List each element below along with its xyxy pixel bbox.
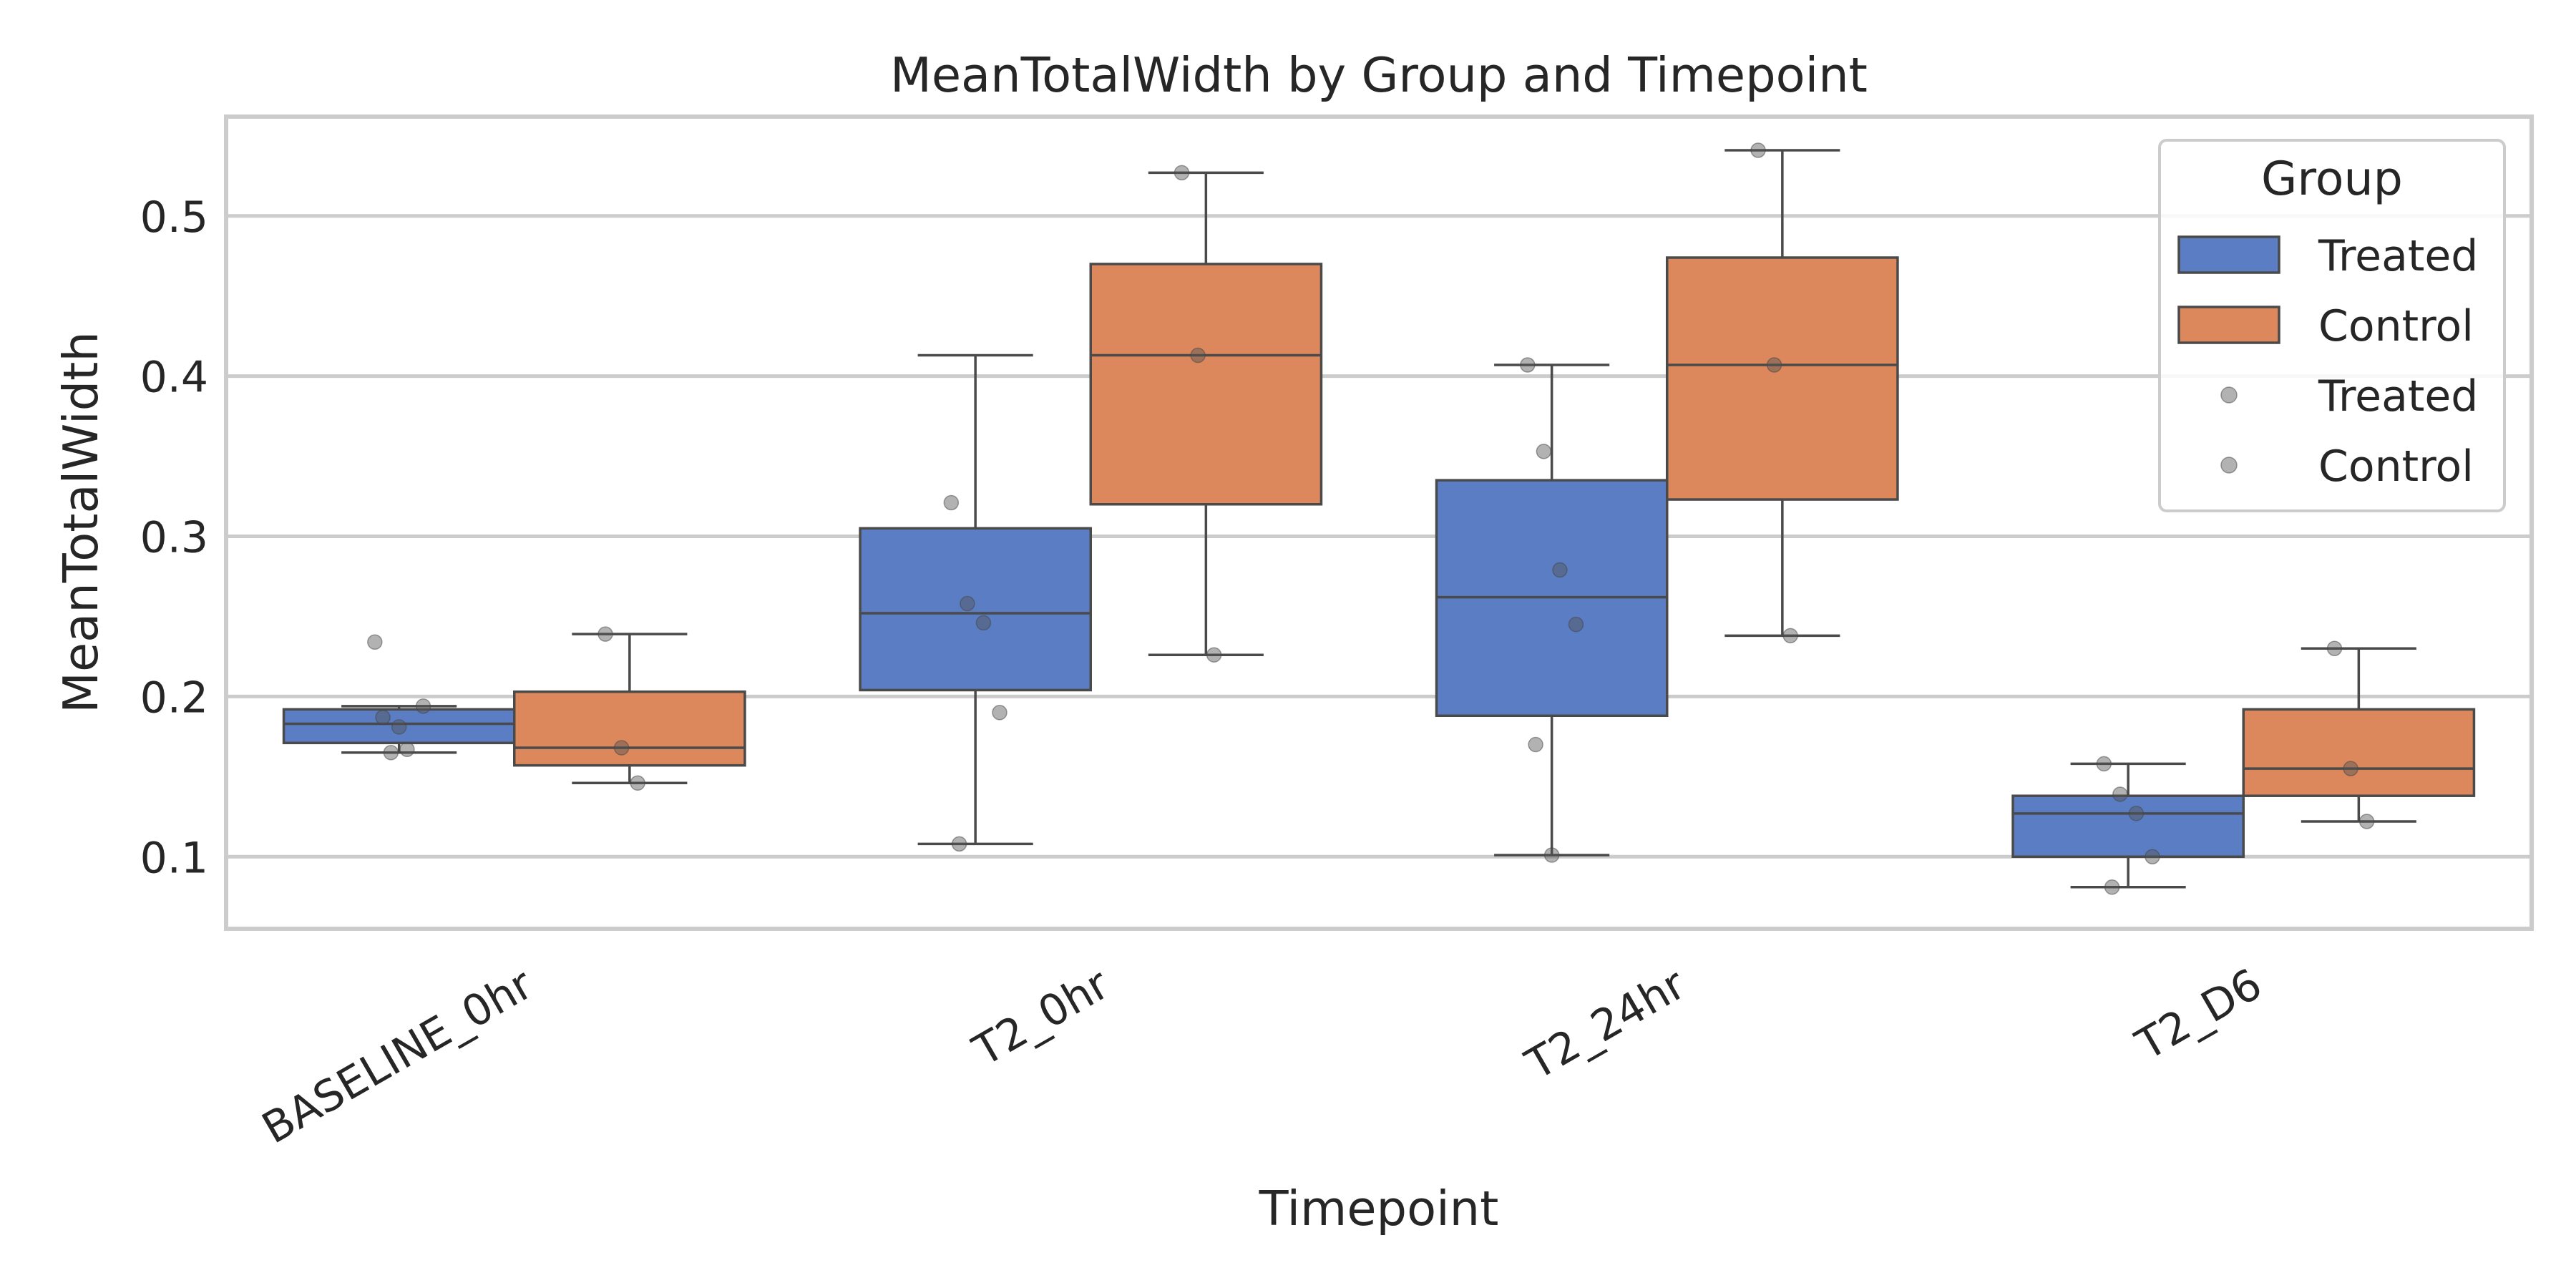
legend-entries: Treated Control Treated Control (2177, 231, 2478, 492)
legend-label: Treated (2318, 371, 2478, 421)
box-body (1666, 256, 1899, 501)
box-body (513, 690, 746, 767)
point-control (1750, 142, 1766, 158)
point-control (597, 626, 613, 642)
box-body (1089, 263, 1323, 506)
point-control (1782, 628, 1798, 644)
point-treated (992, 705, 1008, 721)
point-treated (391, 719, 407, 735)
point-treated (2128, 806, 2145, 821)
legend: Group Treated Control Treated Control (2158, 139, 2506, 512)
point-treated (975, 615, 992, 631)
point-treated (2145, 849, 2160, 865)
point-treated (951, 836, 967, 852)
point-treated (1528, 736, 1543, 753)
boxplots (282, 149, 2476, 889)
point-treated (367, 634, 383, 650)
point-treated (1552, 562, 1568, 578)
legend-entry-treated-box: Treated (2177, 231, 2478, 281)
point-treated (1520, 357, 1536, 373)
box-body (282, 708, 516, 745)
point-control (2358, 814, 2375, 829)
box-control-t2_24hr (1666, 149, 1899, 638)
box-treated-baseline_0hr (282, 705, 516, 754)
y-tick-label: 0.3 (140, 513, 208, 563)
legend-title: Group (2261, 152, 2403, 206)
plot-frame (224, 114, 2534, 931)
point-treated (399, 741, 415, 758)
point-treated (960, 595, 975, 612)
y-tick-label: 0.2 (140, 673, 208, 723)
legend-label: Control (2318, 301, 2474, 351)
point-treated (943, 494, 960, 511)
legend-marker (2220, 386, 2238, 404)
box-treated-t2_0hr (859, 353, 1093, 846)
point-control (1190, 347, 1206, 364)
point-treated (1543, 847, 1560, 863)
legend-frame (2158, 139, 2506, 512)
y-tick-label: 0.5 (140, 192, 208, 243)
y-ticks: 0.1 0.2 0.3 0.4 0.5 (140, 192, 208, 883)
box-treated-t2_d6 (2011, 762, 2245, 889)
point-control (1206, 647, 1222, 663)
legend-swatch (2177, 306, 2280, 344)
box-body (2242, 708, 2476, 797)
box-control-t2_d6 (2242, 647, 2476, 823)
point-treated (2112, 786, 2128, 802)
legend-entry-treated-point: Treated (2220, 371, 2478, 421)
chart-title: MeanTotalWidth by Group and Timepoint (890, 47, 1868, 103)
point-treated (1568, 616, 1584, 633)
legend-marker (2220, 457, 2238, 474)
y-tick-label: 0.1 (140, 833, 208, 883)
point-treated (415, 698, 431, 714)
point-control (2326, 640, 2343, 656)
point-control (2343, 761, 2358, 776)
y-axis-label: MeanTotalWidth (53, 331, 109, 713)
legend-entry-control-box: Control (2177, 301, 2474, 351)
point-treated (1536, 444, 1552, 459)
legend-swatch (2177, 235, 2280, 274)
point-control (1174, 165, 1190, 181)
point-treated (375, 709, 391, 726)
box-control-t2_0hr (1089, 171, 1323, 656)
x-axis-label: Timepoint (1259, 1181, 1499, 1236)
box-body (2011, 794, 2245, 859)
point-control (613, 740, 630, 756)
legend-label: Control (2318, 441, 2474, 492)
box-control-baseline_0hr (513, 633, 746, 785)
legend-label: Treated (2318, 231, 2478, 281)
box-treated-t2_24hr (1435, 364, 1669, 857)
strip-points (367, 142, 2375, 895)
point-treated (383, 744, 399, 761)
point-control (630, 775, 645, 791)
point-control (1766, 357, 1782, 373)
box-body (859, 527, 1093, 692)
legend-entry-control-point: Control (2220, 441, 2474, 492)
point-treated (2104, 879, 2120, 895)
point-treated (2096, 756, 2112, 772)
y-tick-label: 0.4 (140, 353, 208, 403)
